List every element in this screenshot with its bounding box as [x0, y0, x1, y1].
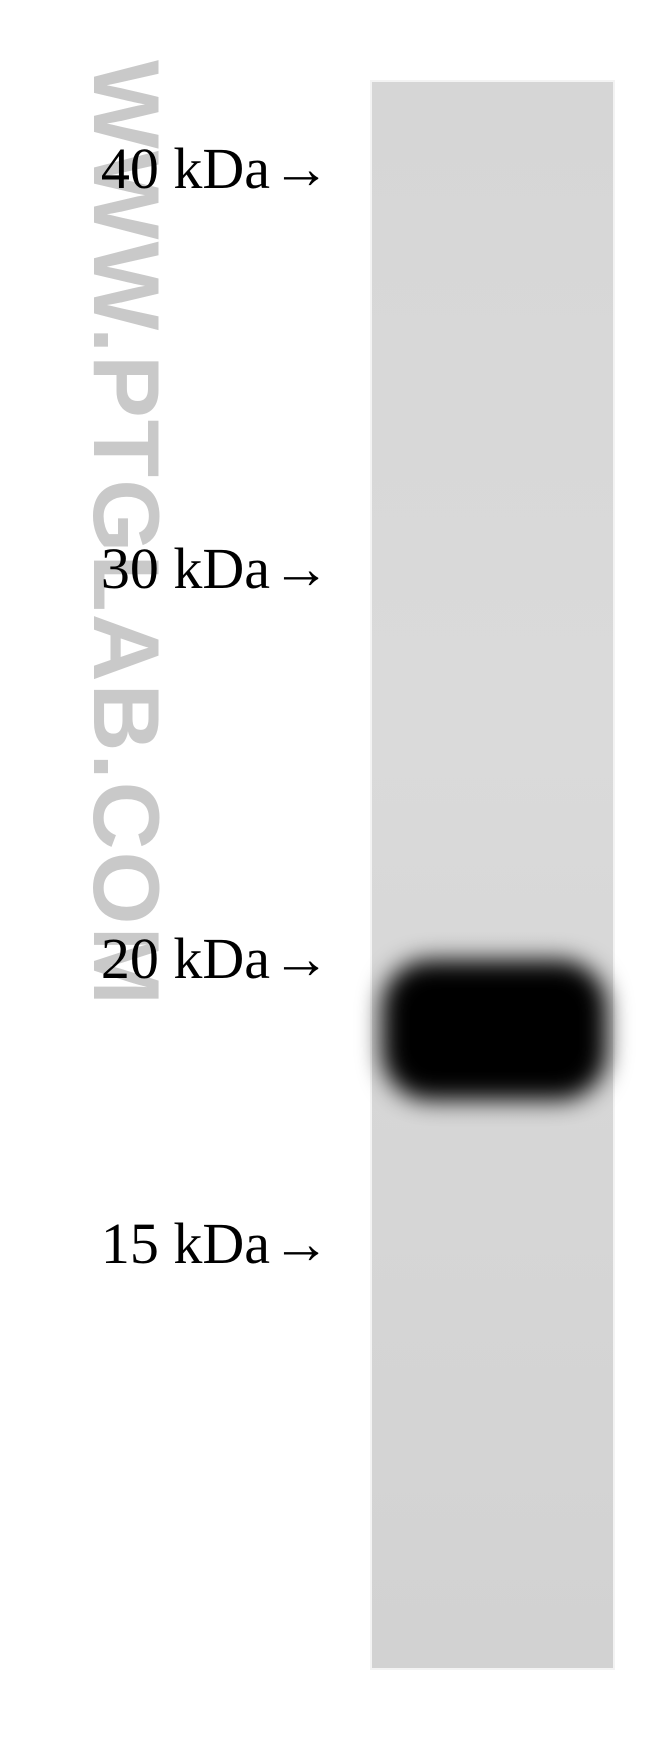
marker-label: 15 kDa [30, 1210, 270, 1277]
marker-label: 20 kDa [30, 925, 270, 992]
arrow-icon: → [272, 535, 330, 602]
protein-band [382, 960, 607, 1100]
arrow-icon: → [272, 925, 330, 992]
blot-figure: WWW.PTGLAB.COM 40 kDa → 30 kDa → 20 kDa … [0, 0, 650, 1741]
marker-20kda: 20 kDa → [30, 925, 330, 992]
arrow-icon: → [272, 1210, 330, 1277]
marker-15kda: 15 kDa → [30, 1210, 330, 1277]
marker-label: 30 kDa [30, 535, 270, 602]
blot-lane [370, 80, 615, 1670]
arrow-icon: → [272, 135, 330, 202]
marker-40kda: 40 kDa → [30, 135, 330, 202]
marker-30kda: 30 kDa → [30, 535, 330, 602]
marker-label: 40 kDa [30, 135, 270, 202]
